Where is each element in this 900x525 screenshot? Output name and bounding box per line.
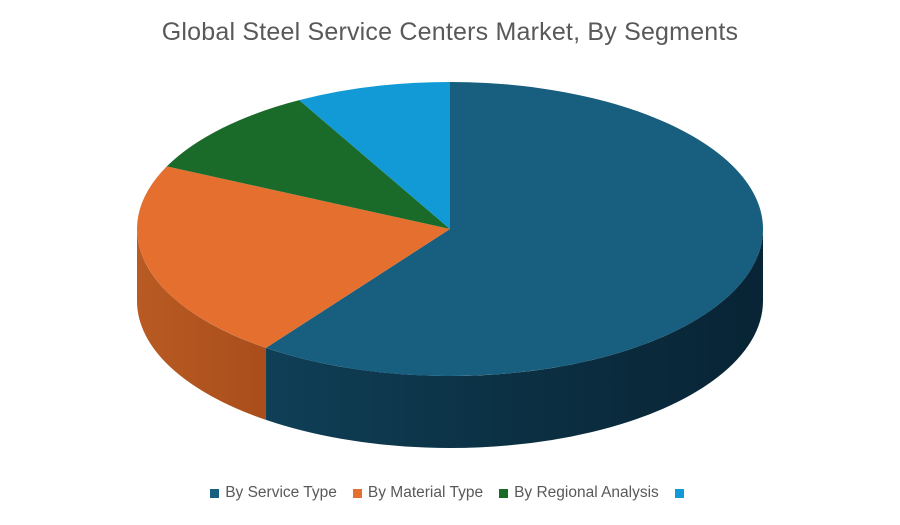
pie-side-0: [266, 229, 763, 448]
pie-chart: [136, 82, 763, 448]
legend-item-2: By Regional Analysis: [499, 484, 659, 502]
pie-slice-0: [266, 82, 763, 376]
legend-label-2: By Regional Analysis: [514, 484, 659, 501]
legend-label-1: By Material Type: [367, 484, 484, 501]
pie-slice-3: [299, 82, 450, 229]
pie-slice-2: [166, 100, 451, 229]
pie-side-1: [136, 229, 267, 420]
legend-swatch-0: [210, 488, 220, 498]
legend-swatch-1: [352, 488, 362, 498]
legend-item-0: By Service Type: [210, 484, 337, 502]
legend-item-3: [674, 488, 690, 498]
legend-swatch-2: [499, 488, 509, 498]
pie-tops: [136, 82, 763, 376]
pie-sides: [136, 229, 763, 448]
legend-label-0: By Service Type: [225, 484, 337, 501]
pie-slice-1: [136, 166, 450, 348]
legend: By Service Type By Material Type By Region…: [0, 484, 900, 502]
chart-title: Global Steel Service Centers Market, By …: [161, 18, 739, 46]
legend-item-1: By Material Type: [352, 484, 484, 502]
legend-swatch-3: [674, 488, 684, 498]
